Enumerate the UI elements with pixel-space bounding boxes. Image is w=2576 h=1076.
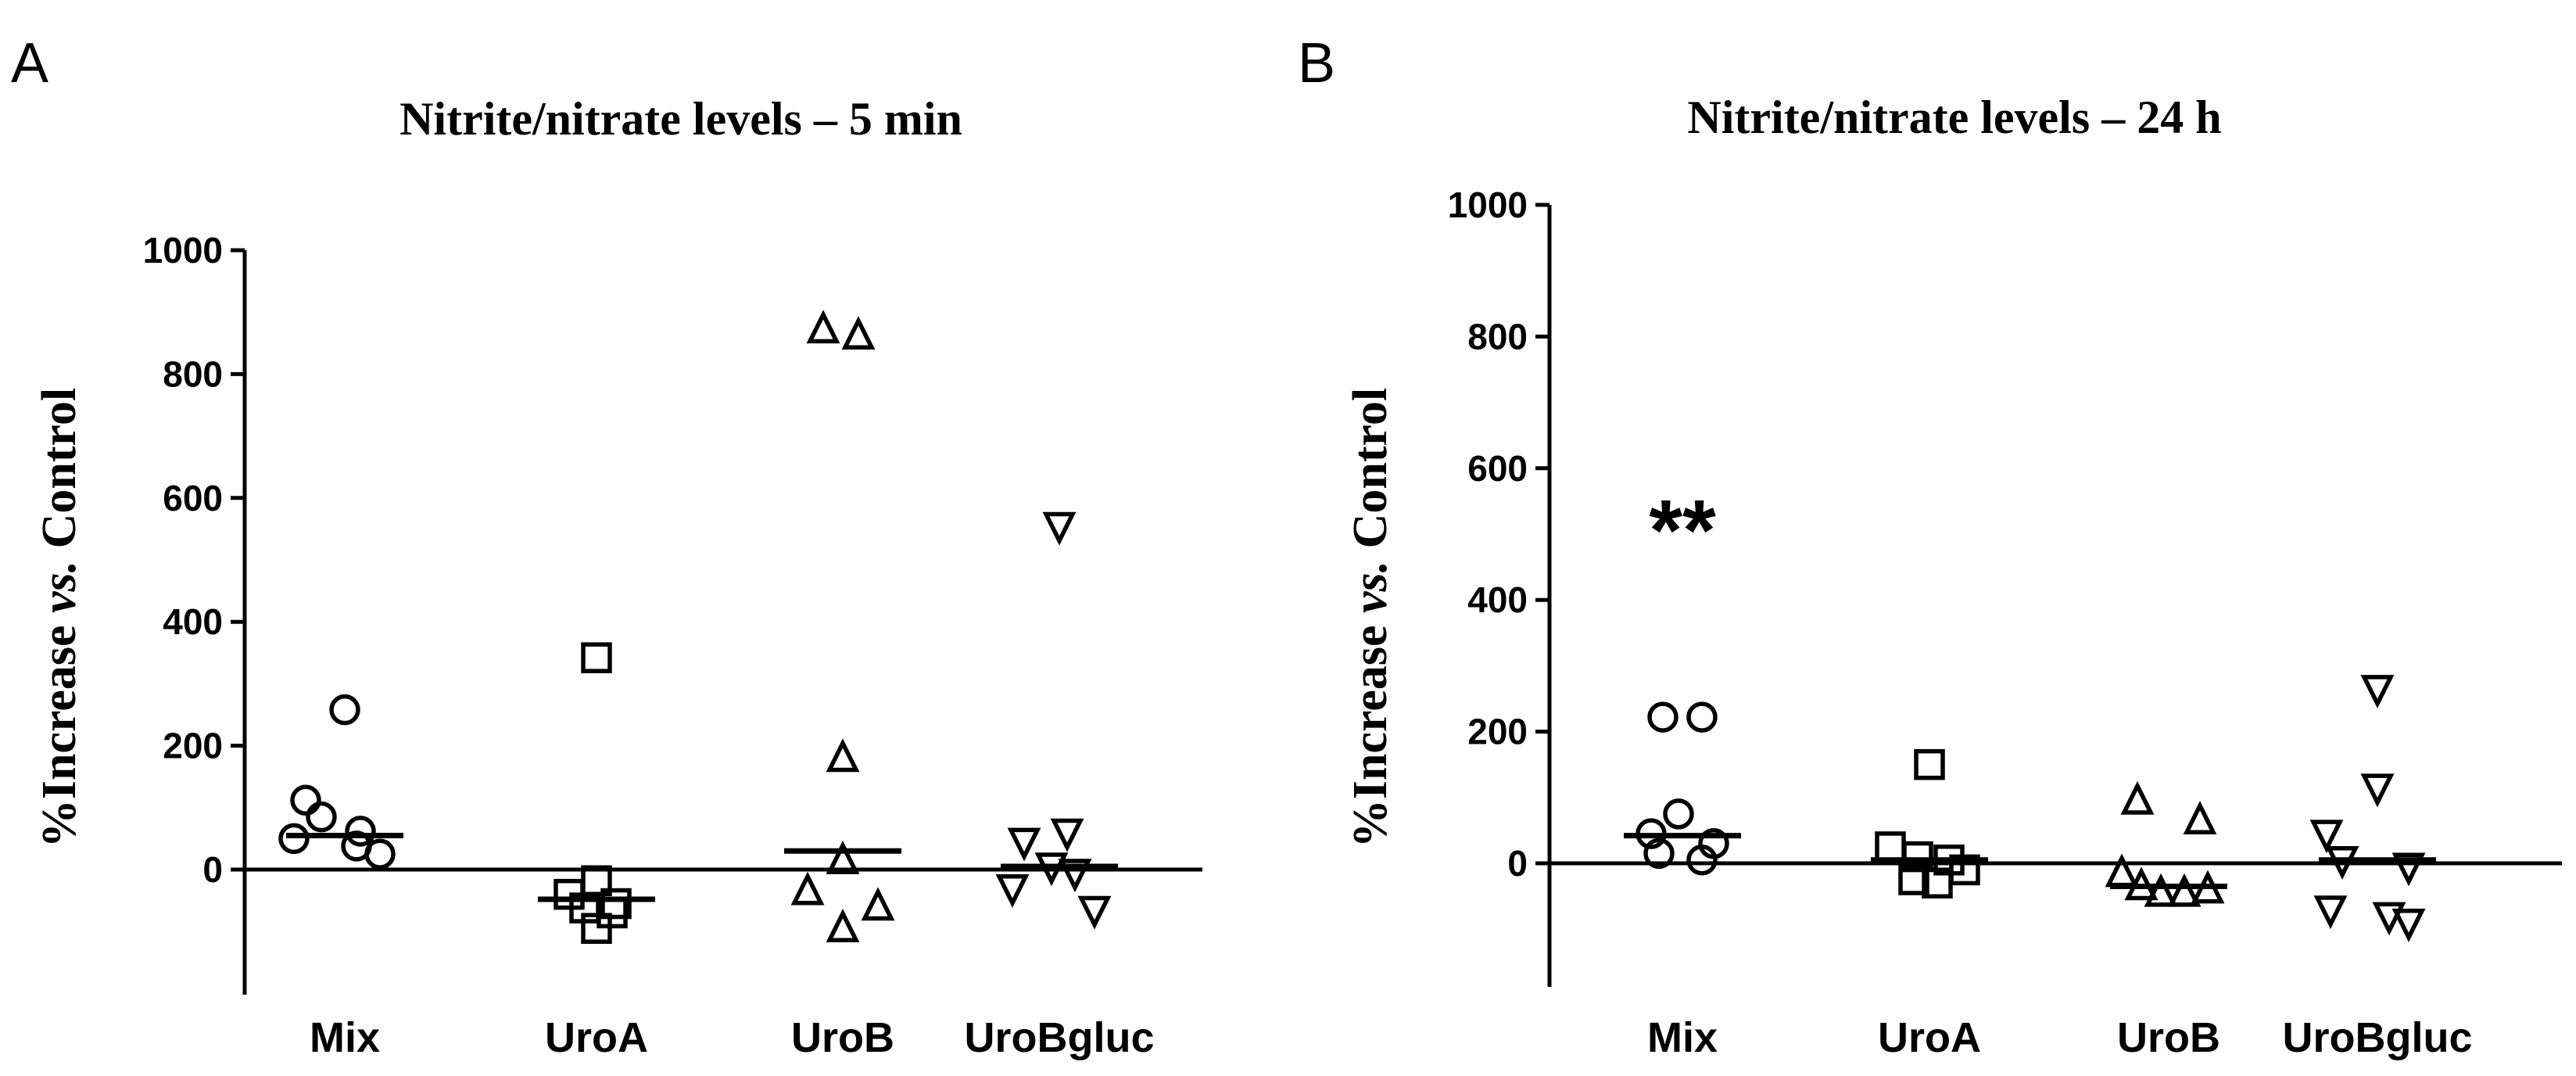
data-point-b-2-6 — [2191, 870, 2225, 904]
data-point-a-0-4 — [278, 823, 310, 855]
data-point-a-1-6 — [581, 913, 612, 944]
data-point-a-2-0 — [806, 310, 840, 344]
data-point-b-1-2 — [1902, 841, 1933, 873]
data-point-a-1-5 — [597, 897, 628, 929]
data-point-b-0-5 — [1643, 837, 1675, 870]
data-point-b-3-7 — [2372, 902, 2406, 936]
panel-label-a: A — [11, 32, 48, 95]
category-label-b-3: UroBgluc — [2283, 1014, 2473, 1061]
plot-area-a: 0 200 400 600 800 1000 Mix UroA UroB UroBgluc — [143, 230, 1202, 1061]
y-tick-label-b-800: 800 — [1467, 316, 1528, 357]
y-tick-label-b-400: 400 — [1467, 579, 1528, 620]
data-point-a-2-3 — [826, 840, 860, 874]
data-point-a-2-2 — [826, 738, 860, 773]
data-point-a-1-0 — [581, 642, 612, 673]
svg-text:%Increase vs. Control: %Increase vs. Control — [1344, 388, 1397, 848]
data-point-a-3-1 — [1007, 827, 1041, 862]
data-point-b-3-4 — [2391, 852, 2426, 887]
y-tick-label-a-0: 0 — [202, 849, 223, 890]
data-point-b-0-2 — [1663, 798, 1694, 830]
chart-title-a: Nitrite/nitrate levels – 5 min — [399, 93, 962, 145]
category-label-b-2: UroB — [2117, 1014, 2220, 1061]
data-point-a-3-3 — [1034, 852, 1069, 887]
data-point-a-2-4 — [790, 871, 825, 906]
plot-area-b: 0 200 400 600 800 1000 Mix UroA UroB UroBgluc ** — [1448, 185, 2562, 1061]
data-point-b-0-3 — [1636, 818, 1667, 849]
data-point-b-0-0 — [1647, 701, 1679, 733]
svg-text:%Increase vs. Control: %Increase vs. Control — [33, 388, 86, 848]
significance-annotation-b-0: ** — [1649, 482, 1716, 579]
data-point-a-0-3 — [345, 816, 376, 847]
y-tick-label-a-400: 400 — [163, 601, 223, 642]
data-point-a-2-1 — [841, 316, 876, 350]
data-point-b-3-6 — [2391, 909, 2426, 942]
data-point-b-2-2 — [2105, 853, 2139, 888]
data-point-b-1-0 — [1914, 748, 1945, 780]
y-axis-title-b: %Increase vs. Control — [1344, 388, 1397, 848]
data-point-b-1-6 — [1922, 867, 1953, 899]
data-point-b-1-5 — [1898, 864, 1929, 895]
data-point-a-0-6 — [364, 838, 396, 870]
category-label-a-2: UroB — [791, 1014, 894, 1061]
y-tick-label-a-800: 800 — [163, 353, 223, 394]
y-tick-label-a-200: 200 — [163, 726, 223, 766]
data-point-a-3-6 — [1077, 895, 1112, 930]
data-point-a-2-5 — [861, 887, 895, 921]
data-point-b-3-1 — [2360, 773, 2395, 808]
y-tick-label-a-1000: 1000 — [143, 230, 223, 271]
y-tick-label-b-0: 0 — [1507, 843, 1528, 884]
y-tick-label-a-600: 600 — [163, 478, 223, 518]
data-point-b-2-3 — [2124, 866, 2159, 901]
data-point-b-1-1 — [1875, 831, 1906, 863]
data-point-b-2-0 — [2120, 780, 2155, 815]
data-point-b-3-3 — [2325, 846, 2359, 880]
data-point-b-0-1 — [1686, 701, 1718, 733]
data-point-b-2-4 — [2144, 873, 2178, 907]
category-label-a-3: UroBgluc — [965, 1014, 1155, 1061]
data-point-b-2-5 — [2167, 873, 2202, 907]
panel-label-b: B — [1298, 32, 1335, 95]
data-point-a-0-2 — [306, 801, 337, 833]
category-label-a-0: Mix — [310, 1014, 380, 1061]
data-point-b-3-5 — [2313, 895, 2348, 930]
category-label-a-1: UroA — [545, 1014, 648, 1061]
data-point-b-0-6 — [1686, 845, 1718, 876]
data-point-a-3-5 — [995, 874, 1030, 908]
y-axis-title-a: %Increase vs. Control — [33, 388, 86, 848]
data-point-b-2-1 — [2183, 801, 2217, 835]
data-point-a-0-0 — [329, 694, 360, 726]
chart-title-b: Nitrite/nitrate levels – 24 h — [1687, 91, 2221, 143]
y-tick-label-b-200: 200 — [1467, 712, 1528, 752]
data-point-a-3-0 — [1042, 511, 1077, 546]
category-label-b-1: UroA — [1878, 1014, 1981, 1061]
data-point-b-3-0 — [2360, 675, 2395, 709]
data-point-a-0-1 — [290, 784, 321, 816]
data-point-b-3-2 — [2309, 820, 2344, 854]
data-point-a-3-4 — [1058, 859, 1092, 893]
data-point-a-1-3 — [600, 888, 632, 920]
y-tick-label-b-600: 600 — [1467, 448, 1528, 489]
category-label-b-0: Mix — [1647, 1014, 1718, 1061]
y-tick-label-b-1000: 1000 — [1448, 185, 1528, 225]
data-point-a-2-6 — [826, 909, 860, 942]
data-point-a-3-2 — [1050, 818, 1084, 852]
